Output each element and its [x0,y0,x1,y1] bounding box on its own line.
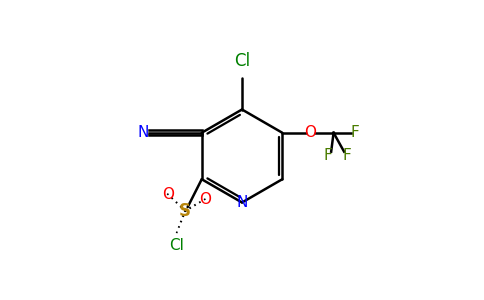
Text: F: F [350,125,359,140]
Text: S: S [179,202,191,220]
Text: F: F [323,148,332,163]
Text: O: O [162,187,174,202]
Text: O: O [199,192,211,207]
Text: Cl: Cl [234,52,250,70]
Text: F: F [343,148,351,163]
Text: N: N [137,125,149,140]
Text: Cl: Cl [169,238,184,253]
Text: N: N [236,195,248,210]
Text: O: O [304,125,316,140]
